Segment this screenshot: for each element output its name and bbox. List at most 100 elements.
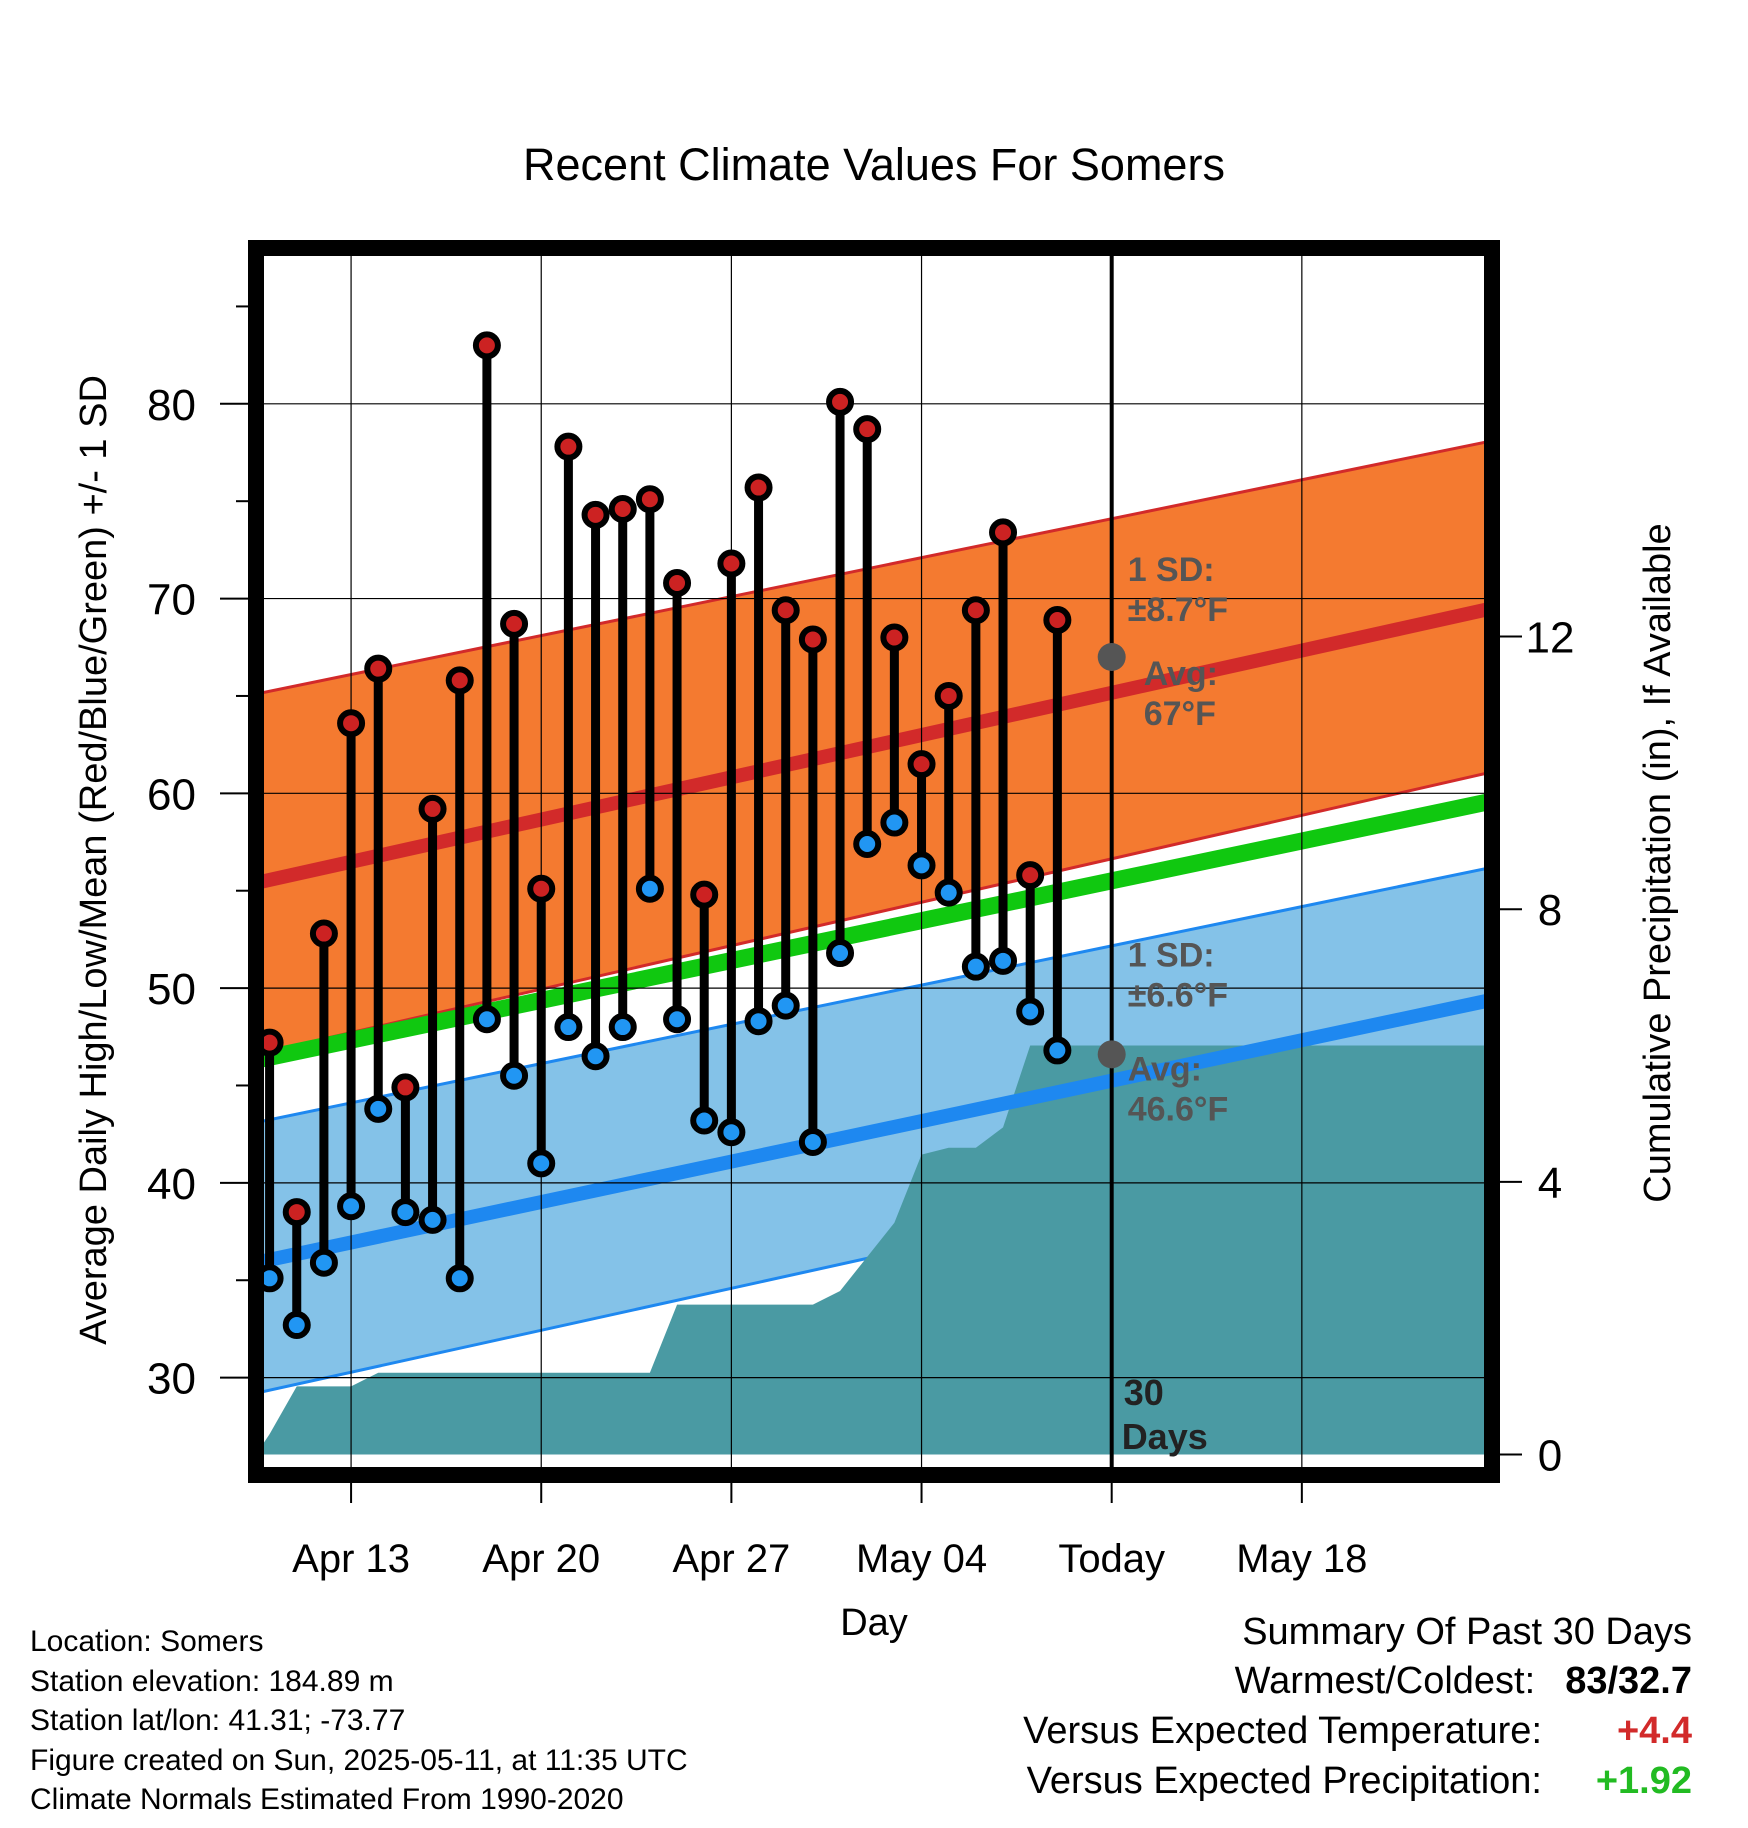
x-tick-label: Today	[1058, 1537, 1165, 1581]
precip-area	[256, 1045, 1492, 1455]
high-sd-annotation: 1 SD: ±8.7°F	[1128, 551, 1228, 629]
x-tick-label: Apr 20	[482, 1537, 600, 1581]
low-sd-annotation: 1 SD: ±6.6°F	[1128, 936, 1228, 1014]
high-point	[364, 654, 393, 683]
low-point	[826, 939, 855, 968]
high-point	[608, 494, 637, 523]
precip-value: +1.92	[1595, 1760, 1692, 1802]
low-point	[961, 952, 990, 981]
x-tick-label: Apr 13	[292, 1537, 410, 1581]
low-point	[934, 878, 963, 907]
x-tick-label: Apr 27	[672, 1537, 790, 1581]
location-text: Location: Somers	[30, 1625, 264, 1658]
warmest-label: Warmest/Coldest:	[1234, 1660, 1536, 1702]
y2-tick-label: 8	[1538, 886, 1562, 935]
low-point	[1016, 997, 1045, 1026]
high-point	[771, 596, 800, 625]
low-point	[635, 874, 664, 903]
axes: 30 40 50 60 70 80 0 4 8 12 Apr 13 Apr 20 Apr 27 May 0…	[147, 240, 1575, 1581]
high-point	[500, 609, 529, 638]
y-tick-label: 60	[147, 770, 196, 819]
low-point	[663, 1005, 692, 1034]
y2-tick-label: 12	[1526, 614, 1575, 663]
low-point	[554, 1013, 583, 1042]
y2-axis-label: Cumulative Precipitation (in), If Availa…	[1637, 523, 1679, 1202]
y-tick-label: 30	[147, 1355, 196, 1404]
summary-warmest-row: Warmest/Coldest: 83/32.7	[1023, 1656, 1692, 1706]
high-avg-marker	[1097, 643, 1126, 671]
high-avg-annotation: Avg: 67°F	[1144, 655, 1218, 733]
days-label: 30 Days	[1122, 1372, 1208, 1457]
temp-label: Versus Expected Temperature:	[1023, 1710, 1542, 1752]
low-point	[282, 1311, 311, 1340]
high-point	[527, 874, 556, 903]
low-point	[1043, 1036, 1072, 1065]
high-point	[1016, 861, 1045, 890]
low-point	[309, 1248, 338, 1277]
low-avg-annotation: Avg: 46.6°F	[1128, 1050, 1229, 1128]
x-axis-label: Day	[840, 1602, 908, 1644]
low-point	[364, 1094, 393, 1123]
high-point	[907, 750, 936, 779]
high-point	[581, 500, 610, 529]
low-point	[527, 1149, 556, 1178]
low-point	[608, 1013, 637, 1042]
summary-precip-row: Versus Expected Precipitation: +1.92	[1023, 1756, 1692, 1806]
low-point	[391, 1198, 420, 1227]
temp-value: +4.4	[1616, 1710, 1692, 1752]
station-info: Location: Somers Station elevation: 184.…	[30, 1622, 688, 1820]
summary-panel: Summary Of Past 30 Days Warmest/Coldest:…	[1023, 1608, 1692, 1806]
low-point	[500, 1061, 529, 1090]
high-point	[853, 415, 882, 444]
high-point	[391, 1073, 420, 1102]
high-point	[934, 681, 963, 710]
low-point	[337, 1192, 366, 1221]
y-tick-label: 40	[147, 1160, 196, 1209]
high-upper-line	[256, 439, 1492, 696]
elevation-text: Station elevation: 184.89 m	[30, 1664, 394, 1698]
precip-label: Versus Expected Precipitation:	[1026, 1760, 1542, 1802]
low-point	[907, 851, 936, 880]
high-point	[472, 331, 501, 360]
low-point	[690, 1106, 719, 1135]
summary-heading: Summary Of Past 30 Days	[1242, 1611, 1692, 1653]
chart-title: Recent Climate Values For Somers	[523, 139, 1225, 190]
y2-tick-label: 0	[1538, 1432, 1562, 1481]
high-point	[826, 387, 855, 416]
low-point	[744, 1007, 773, 1036]
y-tick-label: 50	[147, 965, 196, 1014]
x-tick-label: May 04	[856, 1537, 987, 1581]
high-point	[418, 794, 447, 823]
warmest-value: 83	[1565, 1660, 1608, 1702]
low-point	[798, 1127, 827, 1156]
y-axis-label: Average Daily High/Low/Mean (Red/Blue/Gr…	[73, 375, 115, 1345]
summary-temp-row: Versus Expected Temperature: +4.4	[1023, 1706, 1692, 1756]
low-point	[717, 1118, 746, 1147]
low-point	[581, 1042, 610, 1071]
low-point	[418, 1205, 447, 1234]
high-point	[554, 432, 583, 461]
high-point	[337, 709, 366, 738]
high-point	[690, 880, 719, 909]
low-avg-marker	[1097, 1040, 1126, 1069]
high-point	[989, 518, 1018, 547]
high-point	[798, 625, 827, 654]
coldest-value: /32.7	[1607, 1660, 1692, 1702]
normals-text: Climate Normals Estimated From 1990-2020	[30, 1783, 624, 1816]
low-point	[880, 808, 909, 837]
high-point	[635, 485, 664, 514]
low-point	[472, 1005, 501, 1034]
y-tick-label: 80	[147, 381, 196, 430]
high-point	[282, 1198, 311, 1227]
plot-frame	[248, 240, 1500, 1483]
data-marks: 1 SD: ±8.7°F Avg: 67°F 1 SD: ±6.6°F Avg: 46.6°F…	[255, 331, 1229, 1457]
high-point	[309, 919, 338, 948]
high-point	[445, 666, 474, 695]
high-point	[961, 596, 990, 625]
low-point	[771, 991, 800, 1020]
high-point	[717, 549, 746, 578]
y2-tick-label: 4	[1538, 1159, 1562, 1208]
high-point	[744, 473, 773, 502]
x-tick-label: May 18	[1236, 1537, 1367, 1581]
